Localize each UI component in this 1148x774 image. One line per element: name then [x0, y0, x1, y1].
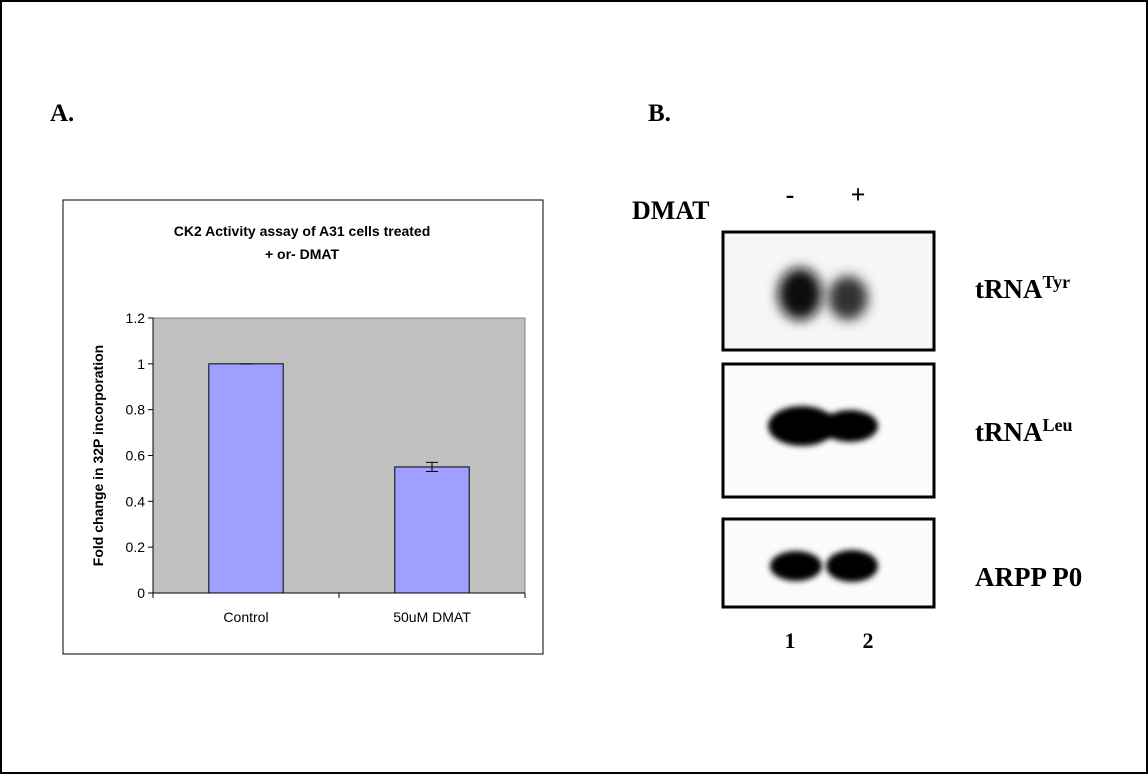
blot-leu: [723, 364, 934, 497]
panel-label: B.: [648, 100, 671, 127]
page: A. B. 0 0.2 0.4 0.6 0.8 1 1.2 Fold change in 32…: [0, 0, 1148, 774]
y-axis-label: Fold change in 32P incorporation: [90, 345, 106, 566]
row-label: tRNALeu: [975, 415, 1073, 447]
row-label: tRNATyr: [975, 272, 1070, 304]
row-label-sup: Tyr: [1043, 272, 1071, 292]
blot-tyr: [723, 232, 934, 350]
chart-title: CK2 Activity assay of A31 cells treated …: [102, 220, 502, 266]
y-tick-label: 0.4: [126, 493, 146, 509]
lane-sign: -: [786, 180, 795, 209]
lane-sign: +: [851, 180, 866, 209]
lane-number: 2: [863, 628, 874, 653]
panel-label: A.: [50, 100, 74, 127]
lane-number: 1: [785, 628, 796, 653]
row-label-base: tRNA: [975, 417, 1043, 447]
y-tick-label: 0.2: [126, 539, 146, 555]
bar: [395, 467, 469, 593]
blot-arpp: [723, 519, 934, 607]
y-tick-label: 1: [137, 356, 145, 372]
bar: [209, 364, 283, 593]
row-label-base: tRNA: [975, 274, 1043, 304]
x-tick-label: 50uM DMAT: [393, 609, 471, 625]
y-tick-label: 0.8: [126, 402, 146, 418]
row-label: ARPP P0: [975, 562, 1082, 592]
x-tick-label: Control: [223, 609, 268, 625]
bar-chart: 0 0.2 0.4 0.6 0.8 1 1.2 Fold change in 32P inco…: [90, 310, 525, 625]
row-label-sup: Leu: [1043, 415, 1073, 435]
y-tick-label: 0.6: [126, 448, 146, 464]
y-tick-label: 0: [137, 585, 145, 601]
figure: A. B. 0 0.2 0.4 0.6 0.8 1 1.2 Fold change in 32…: [0, 0, 1148, 774]
y-tick-label: 1.2: [126, 310, 146, 326]
treatment-label: DMAT: [632, 196, 710, 225]
